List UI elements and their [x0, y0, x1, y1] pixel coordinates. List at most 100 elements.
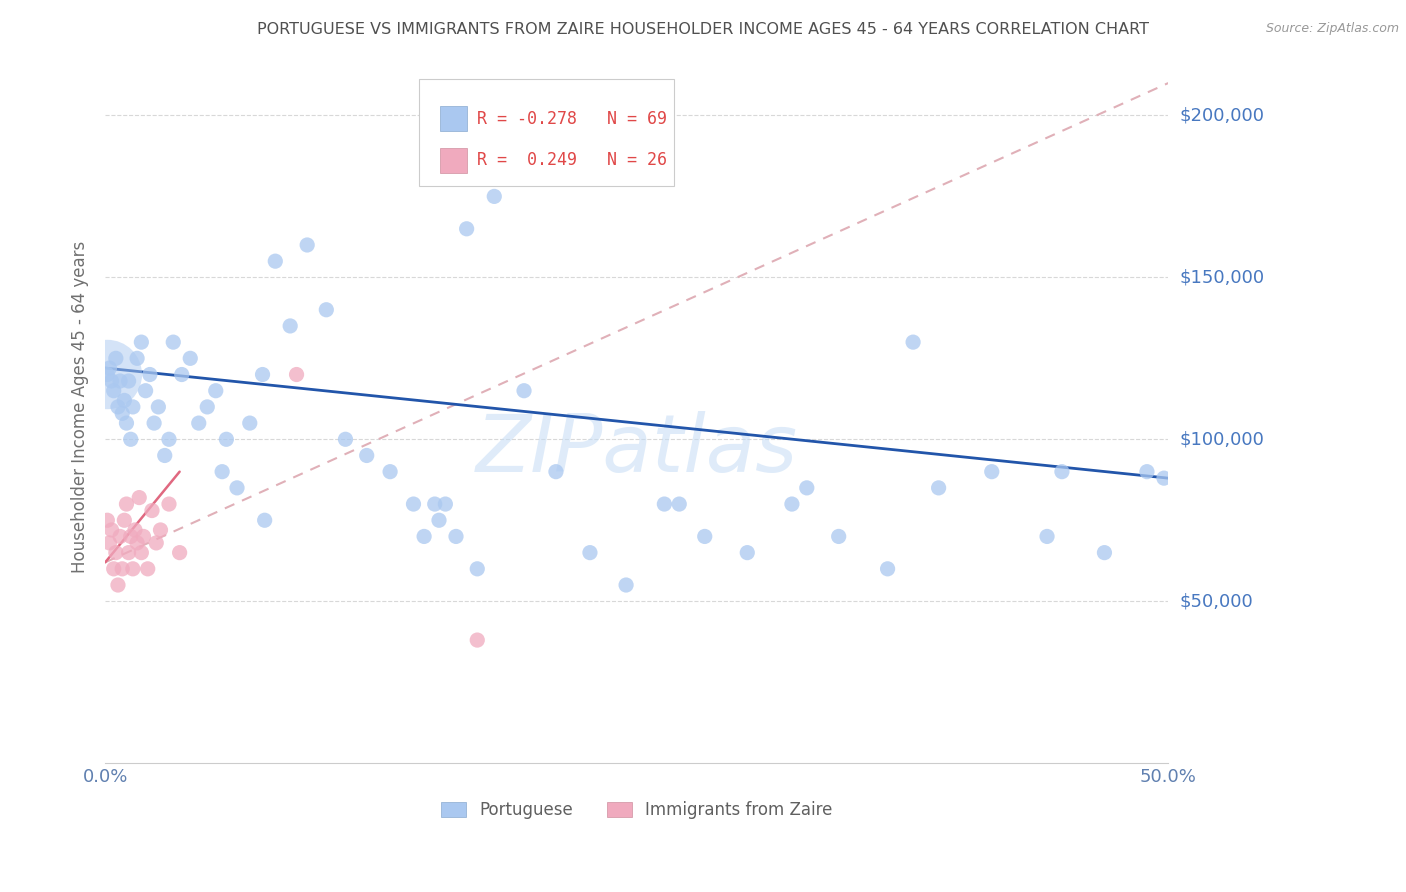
Point — [187, 416, 209, 430]
Point — [1036, 529, 1059, 543]
Point — [124, 523, 146, 537]
Point — [120, 432, 142, 446]
Point — [796, 481, 818, 495]
Point — [668, 497, 690, 511]
Point — [117, 374, 139, 388]
Point — [179, 351, 201, 366]
Point — [928, 481, 950, 495]
Point — [149, 523, 172, 537]
Point — [315, 302, 337, 317]
Point — [121, 400, 143, 414]
Point — [100, 523, 122, 537]
Point — [654, 497, 676, 511]
Point — [226, 481, 249, 495]
Bar — [440, 148, 467, 173]
Point — [295, 238, 318, 252]
Point — [402, 497, 425, 511]
Text: PORTUGUESE VS IMMIGRANTS FROM ZAIRE HOUSEHOLDER INCOME AGES 45 - 64 YEARS CORREL: PORTUGUESE VS IMMIGRANTS FROM ZAIRE HOUS… — [257, 22, 1149, 37]
Text: ZIPatlas: ZIPatlas — [475, 410, 797, 489]
Point — [170, 368, 193, 382]
Point — [204, 384, 226, 398]
Point — [356, 449, 378, 463]
Point — [465, 633, 488, 648]
Point — [285, 368, 308, 382]
Point — [107, 578, 129, 592]
Point — [1153, 471, 1175, 485]
Point — [131, 546, 153, 560]
Point — [139, 368, 162, 382]
Text: $150,000: $150,000 — [1180, 268, 1264, 286]
Point — [111, 562, 134, 576]
Point — [427, 513, 450, 527]
Point — [96, 368, 118, 382]
Point — [252, 368, 274, 382]
Point — [484, 189, 506, 203]
Point — [901, 335, 924, 350]
Point — [120, 529, 142, 543]
Point — [544, 465, 567, 479]
Point — [145, 536, 167, 550]
Point — [96, 513, 118, 527]
Point — [115, 497, 138, 511]
Point — [98, 361, 121, 376]
Point — [135, 384, 157, 398]
Point — [128, 491, 150, 505]
Point — [278, 318, 301, 333]
Point — [828, 529, 851, 543]
Point — [103, 562, 125, 576]
Point — [157, 497, 180, 511]
Point — [107, 400, 129, 414]
Point — [980, 465, 1002, 479]
Text: $100,000: $100,000 — [1180, 430, 1264, 449]
Text: R =  0.249   N = 26: R = 0.249 N = 26 — [477, 152, 668, 169]
Point — [141, 503, 163, 517]
Point — [1136, 465, 1159, 479]
Point — [253, 513, 276, 527]
Point — [136, 562, 159, 576]
Point — [1094, 546, 1116, 560]
Point — [108, 374, 131, 388]
Point — [195, 400, 218, 414]
Point — [112, 393, 135, 408]
Point — [780, 497, 803, 511]
Bar — [440, 106, 467, 131]
Point — [378, 465, 401, 479]
Point — [735, 546, 758, 560]
Point — [579, 546, 602, 560]
Point — [131, 335, 153, 350]
Point — [100, 374, 122, 388]
Point — [96, 368, 118, 382]
Point — [117, 546, 139, 560]
Point — [614, 578, 637, 592]
Point — [127, 351, 149, 366]
Point — [423, 497, 446, 511]
Point — [108, 529, 131, 543]
Text: $50,000: $50,000 — [1180, 592, 1253, 610]
Point — [112, 513, 135, 527]
Point — [153, 449, 176, 463]
Point — [169, 546, 191, 560]
Point — [513, 384, 536, 398]
Point — [115, 416, 138, 430]
Point — [127, 536, 149, 550]
Point — [104, 546, 127, 560]
Point — [103, 384, 125, 398]
Point — [215, 432, 238, 446]
Text: R = -0.278   N = 69: R = -0.278 N = 69 — [477, 110, 668, 128]
Point — [148, 400, 170, 414]
Point — [162, 335, 184, 350]
Text: $200,000: $200,000 — [1180, 106, 1264, 125]
Point — [111, 406, 134, 420]
Text: Source: ZipAtlas.com: Source: ZipAtlas.com — [1265, 22, 1399, 36]
Point — [143, 416, 166, 430]
Point — [434, 497, 457, 511]
Point — [98, 536, 121, 550]
Point — [876, 562, 898, 576]
FancyBboxPatch shape — [419, 79, 673, 186]
Point — [264, 254, 287, 268]
Point — [157, 432, 180, 446]
Point — [465, 562, 488, 576]
Point — [413, 529, 436, 543]
Point — [132, 529, 155, 543]
Point — [1050, 465, 1073, 479]
